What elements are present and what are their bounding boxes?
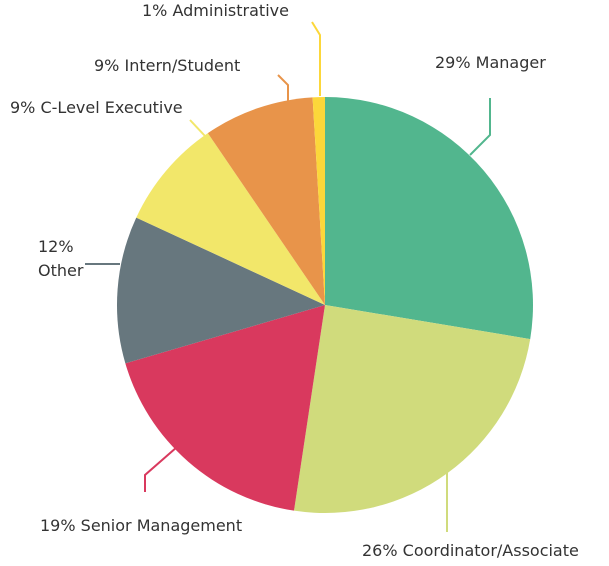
slice-label: 29% Manager (435, 53, 546, 72)
leader-line (469, 98, 491, 156)
slice-label: 26% Coordinator/Associate (362, 541, 579, 560)
slice-percent: 19% (40, 516, 76, 535)
slice-percent: 9% (94, 56, 119, 75)
slice-percent: 12% (38, 237, 74, 256)
pie-slice (325, 97, 533, 340)
slice-percent: 9% (10, 98, 35, 117)
slice-label: 9% Intern/Student (94, 56, 240, 75)
slice-name: Intern/Student (124, 56, 240, 75)
pie-slice (312, 97, 325, 305)
leader-line (144, 439, 186, 492)
slice-percent: 1% (142, 1, 167, 20)
slice-name: C-Level Executive (40, 98, 182, 117)
slice-name: Administrative (172, 1, 288, 20)
slice-name: Manager (476, 53, 547, 72)
pie-slice (117, 217, 325, 364)
slice-percent: 29% (435, 53, 471, 72)
slice-label: 1% Administrative (142, 1, 289, 20)
pie-slice (125, 305, 325, 511)
pie-slice (136, 133, 325, 305)
leader-line (189, 119, 206, 137)
pie-slice (293, 305, 531, 514)
slice-label: 9% C-Level Executive (10, 98, 183, 117)
slice-label: 19% Senior Management (40, 516, 242, 535)
leader-line (277, 74, 289, 101)
slice-name: Other (38, 261, 84, 280)
leader-line (311, 21, 321, 96)
slice-percent: 26% (362, 541, 398, 560)
slice-name: Coordinator/Associate (403, 541, 579, 560)
pie-slice (207, 97, 325, 306)
slice-name: Senior Management (81, 516, 242, 535)
